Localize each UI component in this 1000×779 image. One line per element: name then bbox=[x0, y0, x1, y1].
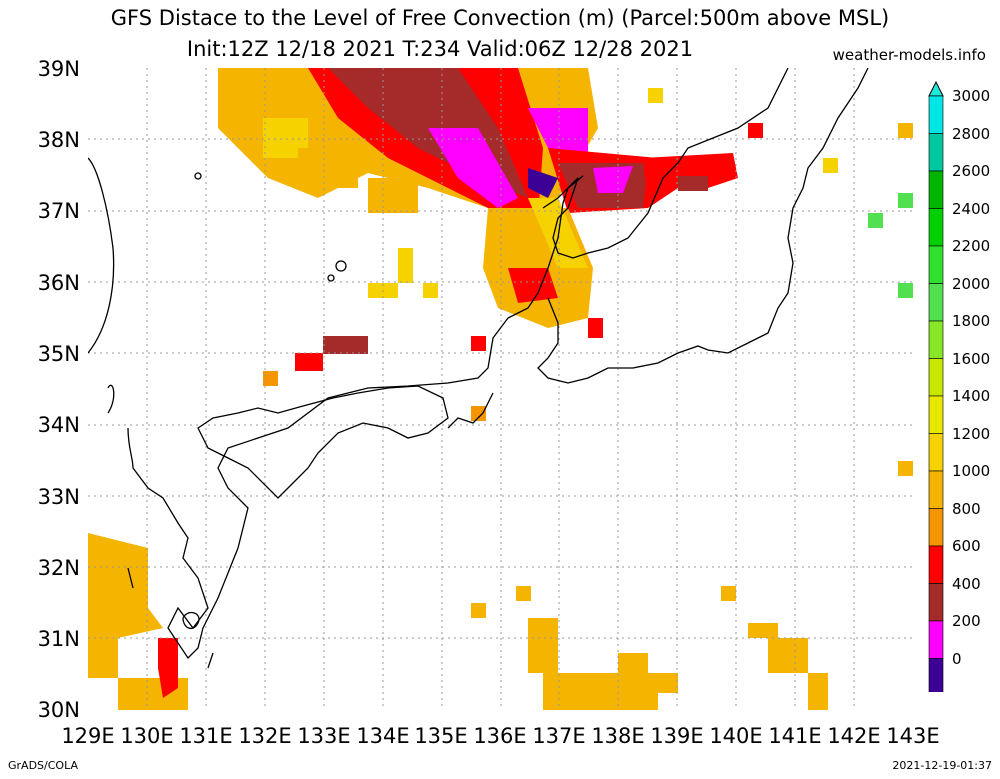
lat-label: 39N bbox=[37, 57, 80, 81]
credit-label: GrADS/COLA bbox=[8, 759, 78, 772]
colorbar-label: 1800 bbox=[952, 312, 991, 330]
lat-label: 33N bbox=[37, 485, 80, 509]
lat-label: 34N bbox=[37, 413, 80, 437]
lon-label: 134E bbox=[356, 724, 410, 748]
colorbar-label: 2800 bbox=[952, 124, 991, 143]
lat-label: 35N bbox=[37, 342, 80, 366]
colorbar-segment bbox=[928, 658, 944, 692]
lat-label: 30N bbox=[37, 698, 80, 722]
colorbar-segment bbox=[928, 395, 944, 434]
lon-label: 141E bbox=[768, 724, 822, 748]
colorbar-segment bbox=[928, 320, 944, 359]
lon-label: 137E bbox=[532, 724, 586, 748]
lon-label: 136E bbox=[473, 724, 527, 748]
colorbar-segment bbox=[928, 583, 944, 622]
colorbar-segment bbox=[928, 545, 944, 584]
lfc-fill-layer bbox=[88, 68, 913, 710]
colorbar-label: 1000 bbox=[952, 462, 991, 480]
lon-label: 140E bbox=[709, 724, 763, 748]
colorbar-label: 1400 bbox=[952, 387, 991, 405]
lon-label: 142E bbox=[827, 724, 881, 748]
colorbar-label: 2200 bbox=[952, 237, 991, 255]
colorbar-over-arrow bbox=[928, 80, 944, 97]
colorbar-segment bbox=[928, 470, 944, 509]
colorbar-segment bbox=[928, 245, 944, 284]
lon-label: 135E bbox=[414, 724, 468, 748]
lon-label: 131E bbox=[179, 724, 233, 748]
colorbar-segment bbox=[928, 170, 944, 209]
colorbar-segment bbox=[928, 208, 944, 247]
map-svg bbox=[88, 68, 913, 710]
lon-label: 133E bbox=[297, 724, 351, 748]
colorbar-segment bbox=[928, 620, 944, 659]
lat-label: 36N bbox=[37, 271, 80, 295]
colorbar-segment bbox=[928, 433, 944, 472]
colorbar-label: 800 bbox=[952, 499, 981, 518]
lat-label: 32N bbox=[37, 556, 80, 580]
colorbar-label: 1200 bbox=[952, 424, 991, 443]
coastlines bbox=[88, 68, 869, 669]
colorbar bbox=[928, 80, 944, 692]
colorbar-segment bbox=[928, 283, 944, 322]
colorbar-label: 200 bbox=[952, 612, 981, 630]
colorbar-segment bbox=[928, 358, 944, 397]
lon-label: 143E bbox=[886, 724, 940, 748]
timestamp-label: 2021-12-19-01:37 bbox=[892, 759, 992, 772]
colorbar-segment bbox=[928, 508, 944, 547]
lon-label: 132E bbox=[238, 724, 292, 748]
lon-label: 130E bbox=[120, 724, 174, 748]
colorbar-label: 400 bbox=[952, 574, 981, 593]
colorbar-label: 1600 bbox=[952, 349, 991, 368]
lon-label: 138E bbox=[591, 724, 645, 748]
graticule bbox=[88, 68, 913, 710]
lat-label: 31N bbox=[37, 627, 80, 651]
colorbar-segment bbox=[928, 95, 944, 134]
colorbar-label: 600 bbox=[952, 537, 981, 555]
lon-label: 139E bbox=[650, 724, 704, 748]
colorbar-label: 2600 bbox=[952, 162, 991, 180]
map-panel bbox=[88, 68, 913, 710]
lon-label: 129E bbox=[61, 724, 115, 748]
lat-label: 37N bbox=[37, 199, 80, 223]
colorbar-label: 2000 bbox=[952, 274, 991, 293]
lat-label: 38N bbox=[37, 128, 80, 152]
site-label[interactable]: weather-models.info bbox=[832, 46, 986, 64]
map-title: GFS Distace to the Level of Free Convect… bbox=[110, 6, 890, 30]
colorbar-label: 0 bbox=[952, 649, 962, 668]
colorbar-segment bbox=[928, 133, 944, 172]
colorbar-label: 2400 bbox=[952, 199, 991, 218]
map-subtitle: Init:12Z 12/18 2021 T:234 Valid:06Z 12/2… bbox=[186, 37, 694, 61]
colorbar-label: 3000 bbox=[952, 87, 991, 105]
